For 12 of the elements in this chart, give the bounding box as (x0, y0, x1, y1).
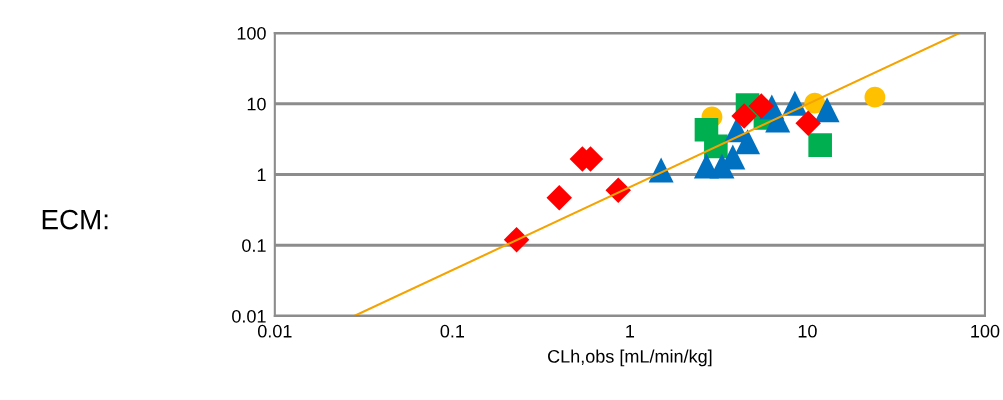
y-tick-label: 10 (247, 97, 266, 111)
x-tick-label: 1 (626, 325, 635, 338)
y-tick-label: 0.01 (232, 309, 266, 323)
x-tick-label: 10 (798, 324, 817, 338)
x-axis-title: CLh,obs [mL/min/kg] (548, 349, 712, 367)
y-tick-label: 100 (237, 26, 266, 40)
y-tick-label: 0.1 (242, 239, 266, 252)
x-tick-label: 100 (971, 324, 1000, 338)
x-tick-label: 0.01 (257, 324, 292, 338)
text: ECM: (42, 209, 108, 230)
x-tick-label: 0.1 (440, 324, 465, 338)
y-tick-label: 1 (257, 168, 266, 182)
